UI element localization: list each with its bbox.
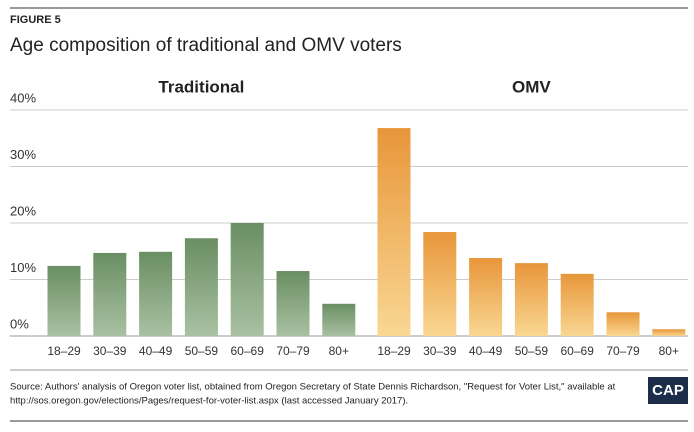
- chart-title: Age composition of traditional and OMV v…: [10, 35, 402, 56]
- y-tick-label: 40%: [10, 90, 36, 105]
- x-tick-label: 18–29: [377, 344, 411, 358]
- panel-title: Traditional: [158, 77, 244, 96]
- x-tick-label: 30–39: [423, 344, 457, 358]
- figure-label: FIGURE 5: [10, 14, 61, 26]
- x-tick-label: 40–49: [469, 344, 503, 358]
- x-tick-label: 70–79: [276, 344, 310, 358]
- bar: [377, 128, 411, 336]
- x-tick-label: 50–59: [515, 344, 549, 358]
- bar: [184, 238, 218, 336]
- bar: [514, 263, 548, 336]
- bar: [423, 232, 457, 336]
- x-tick-label: 80+: [329, 344, 349, 358]
- x-tick-label: 70–79: [606, 344, 640, 358]
- y-tick-label: 0%: [10, 316, 29, 331]
- y-tick-label: 30%: [10, 147, 36, 162]
- bar: [469, 258, 503, 336]
- x-tick-label: 50–59: [185, 344, 219, 358]
- bar: [560, 273, 594, 336]
- bar: [322, 303, 356, 336]
- y-tick-label: 20%: [10, 203, 36, 218]
- x-tick-label: 30–39: [93, 344, 127, 358]
- source: http://sos.oregon.gov/elections/Pages/re…: [10, 396, 408, 407]
- x-tick-label: 40–49: [139, 344, 173, 358]
- bar: [230, 223, 264, 336]
- source: Source: Authors' analysis of Oregon vote…: [10, 382, 616, 393]
- x-tick-label: 80+: [659, 344, 679, 358]
- bar: [652, 329, 686, 336]
- bar: [93, 252, 127, 336]
- bar: [139, 251, 173, 336]
- bar: [47, 265, 81, 336]
- bar: [276, 271, 310, 336]
- x-tick-label: 18–29: [47, 344, 81, 358]
- x-tick-label: 60–69: [561, 344, 595, 358]
- bar: [606, 312, 640, 336]
- logo: CAP: [652, 382, 684, 399]
- x-tick-label: 60–69: [231, 344, 265, 358]
- panel-title: OMV: [512, 77, 551, 96]
- y-tick-label: 10%: [10, 260, 36, 275]
- logo-box: [648, 377, 688, 404]
